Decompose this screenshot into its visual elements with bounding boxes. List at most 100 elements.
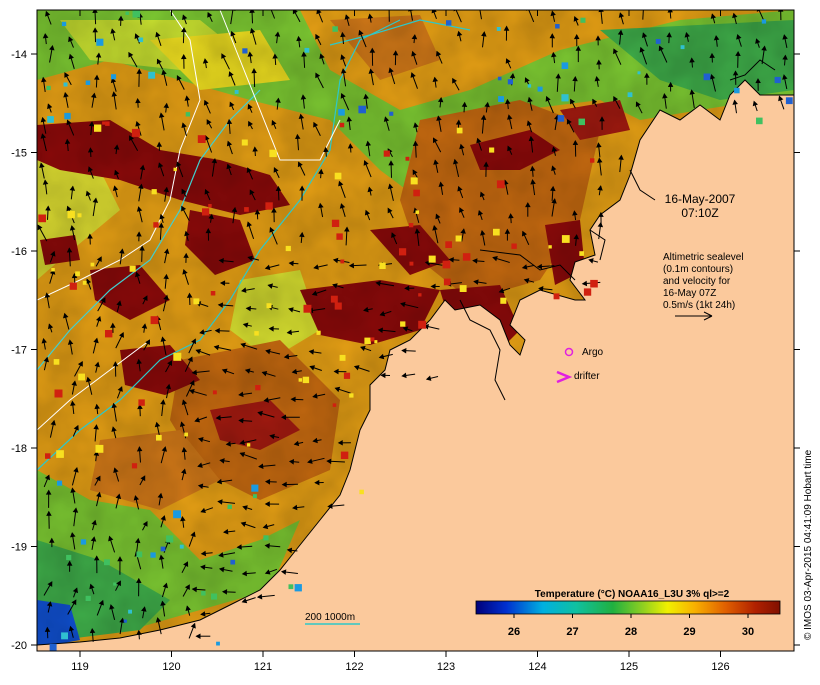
credit-text: © IMOS 03-Apr-2015 04:41:09 Hobart time [803, 449, 814, 640]
speckle [444, 279, 451, 286]
speckle [201, 591, 206, 596]
speckle [81, 539, 86, 544]
speckle [86, 596, 91, 601]
speckle [341, 452, 348, 459]
speckle [186, 112, 190, 116]
speckle [416, 210, 420, 214]
y-tick-label: -15 [11, 148, 27, 160]
speckle [86, 81, 91, 86]
speckle [364, 338, 371, 345]
speckle [332, 220, 339, 227]
speckle [445, 241, 452, 248]
x-tick-label: 119 [71, 661, 89, 673]
speckle [244, 207, 249, 212]
speckle [554, 293, 560, 299]
speckle [91, 263, 95, 267]
time-label: 07:10Z [681, 206, 718, 220]
speckle [555, 24, 560, 29]
speckle [68, 211, 75, 218]
depth-scale-label: 200 1000m [305, 612, 355, 623]
speckle [193, 298, 199, 304]
speckle [202, 208, 209, 215]
x-tick-label: 125 [620, 661, 638, 673]
speckle [562, 62, 569, 69]
speckle [54, 359, 60, 365]
speckle [166, 535, 173, 542]
speckle [247, 443, 250, 446]
speckle [133, 10, 141, 18]
speckle [411, 177, 418, 184]
speckle [340, 123, 345, 128]
speckle [446, 20, 451, 25]
y-tick-label: -16 [11, 246, 27, 258]
speckle [286, 246, 291, 251]
speckle [384, 151, 390, 157]
speckle [756, 118, 763, 125]
x-tick-label: 121 [254, 661, 272, 673]
colorbar-title: Temperature (°C) NOAA16_L3U 3% ql>=2 [535, 589, 730, 600]
speckle [216, 642, 220, 646]
speckle [584, 288, 591, 295]
speckle [83, 281, 87, 285]
speckle [295, 584, 302, 591]
speckle [38, 215, 46, 223]
speckle [418, 321, 426, 329]
speckle [379, 263, 385, 269]
speckle [173, 353, 181, 361]
speckle [255, 385, 260, 390]
speckle [184, 433, 188, 437]
speckle [590, 158, 594, 162]
speckle [500, 298, 506, 304]
speckle [304, 305, 312, 313]
speckle [443, 261, 451, 269]
speckle [64, 113, 70, 119]
speckle [251, 485, 258, 492]
speckle [580, 18, 585, 23]
speckle [762, 19, 766, 23]
colorbar-gradient [476, 601, 780, 614]
speckle [156, 435, 162, 441]
speckle [406, 157, 410, 161]
speckle [254, 331, 258, 336]
speckle [242, 140, 248, 146]
speckle [173, 510, 181, 518]
speckle [511, 244, 516, 249]
speckle [61, 632, 68, 639]
speckle [128, 610, 132, 614]
speckle [389, 112, 393, 116]
speckle [230, 560, 235, 565]
speckle [399, 248, 406, 255]
speckle [267, 303, 272, 308]
speckle [374, 340, 377, 343]
speckle [508, 79, 513, 84]
depth-scale: 200 1000m [305, 612, 360, 624]
speckle [105, 330, 112, 337]
speckle [303, 377, 309, 383]
x-tick-label: 126 [711, 661, 729, 673]
speckle [786, 97, 793, 104]
y-tick-label: -17 [11, 345, 27, 357]
speckle [113, 583, 116, 586]
speckle [457, 128, 463, 134]
speckle [51, 268, 55, 272]
speckle [102, 122, 105, 125]
speckle [70, 283, 77, 290]
speckle [498, 96, 504, 102]
speckle [75, 271, 80, 276]
drifter-label: drifter [574, 371, 600, 382]
speckle [418, 293, 421, 296]
speckle [410, 262, 414, 266]
colorbar-tick-label: 29 [683, 626, 695, 638]
speckle [153, 222, 158, 227]
speckle [460, 285, 467, 292]
speckle [208, 204, 212, 208]
speckle [336, 233, 342, 239]
speckle [549, 245, 552, 248]
legend-line: 0.5m/s (1kt 24h) [663, 300, 735, 311]
speckle [370, 337, 374, 341]
speckle [174, 168, 177, 171]
colorbar-tick-label: 26 [508, 626, 520, 638]
speckle [132, 129, 140, 137]
speckle [138, 399, 144, 405]
